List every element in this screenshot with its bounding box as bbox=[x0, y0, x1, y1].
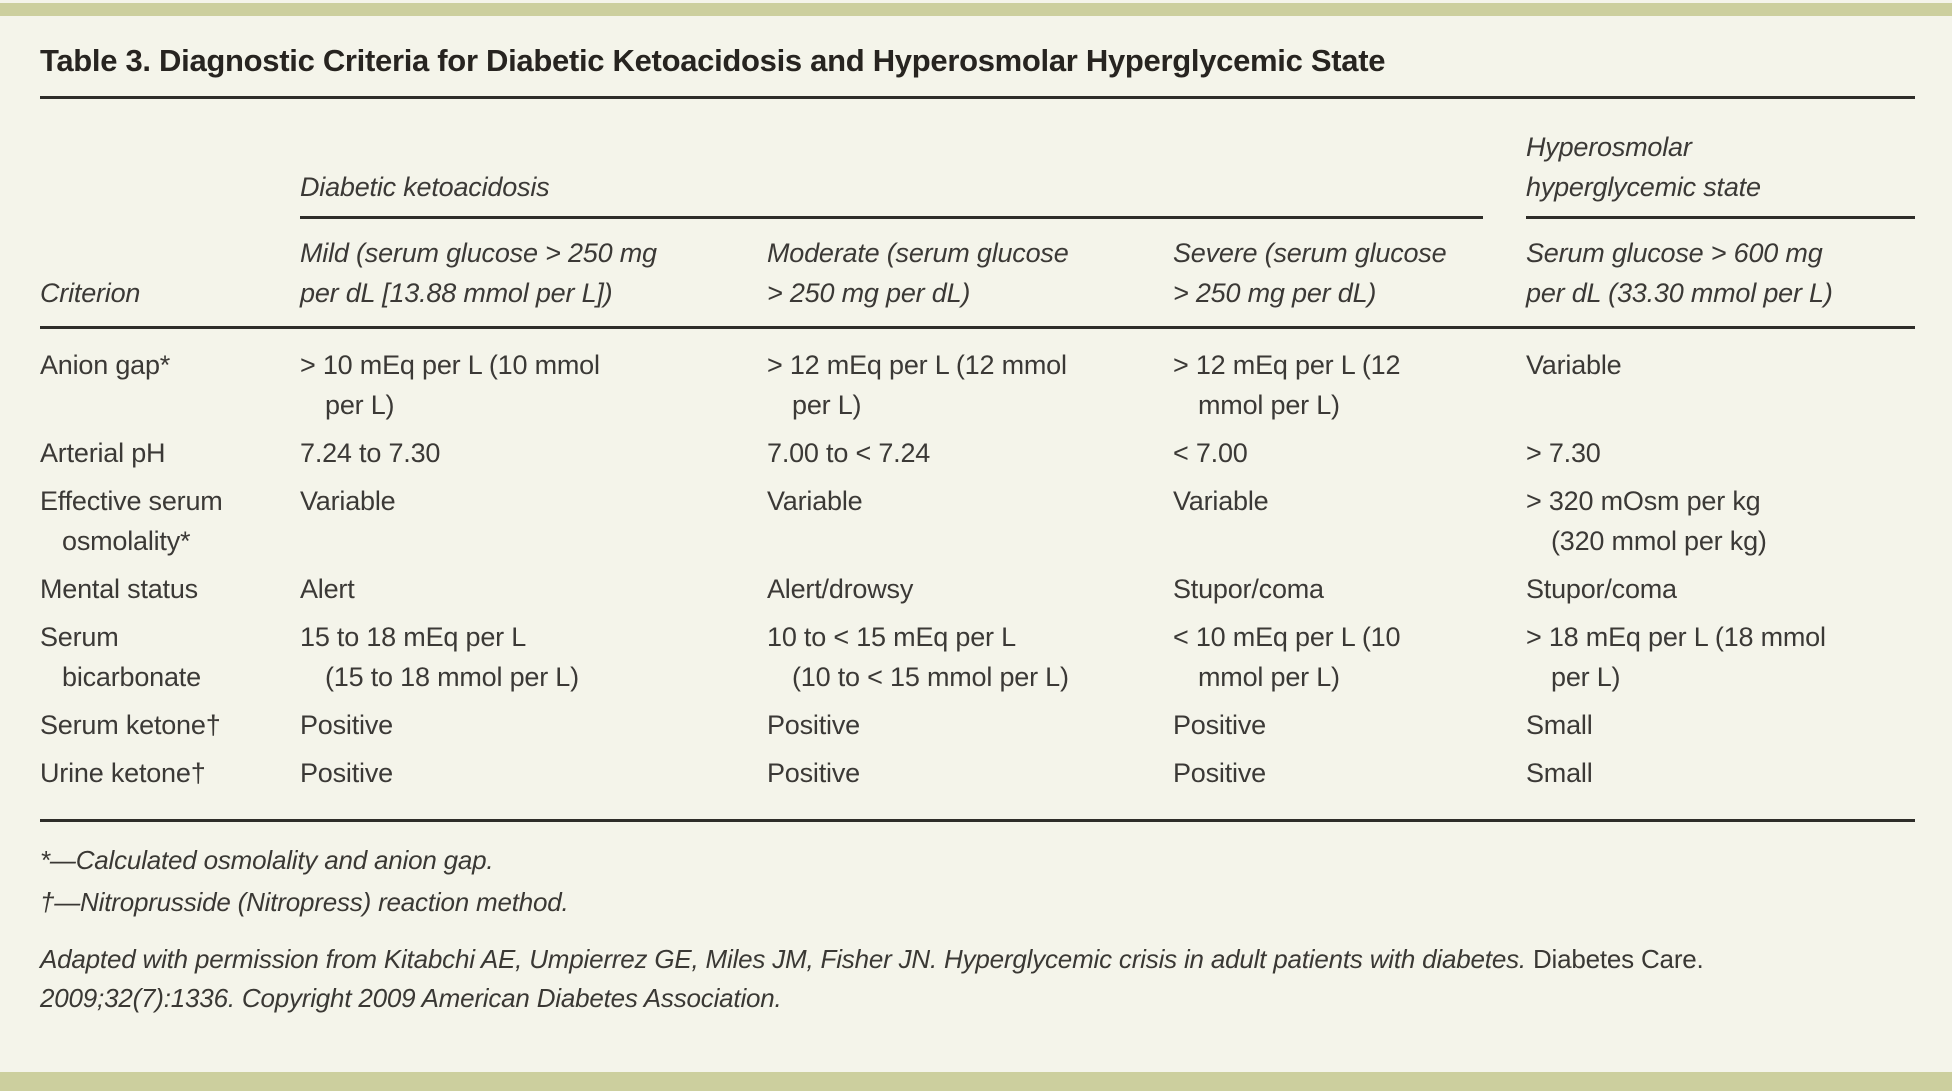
cell-mild: 7.24 to 7.30 bbox=[300, 438, 441, 469]
table-row-serum-bicarbonate: Serum bicarbonate 15 to 18 mEq per L (15… bbox=[40, 617, 1915, 697]
cell-hhs: > 7.30 bbox=[1526, 438, 1601, 469]
table-content: Table 3. Diagnostic Criteria for Diabeti… bbox=[40, 0, 1915, 1018]
footnote-asterisk: *—Calculated osmolality and anion gap. bbox=[40, 845, 494, 876]
cell-mild: Alert bbox=[300, 574, 355, 605]
col-header-criterion: Criterion bbox=[40, 278, 141, 309]
citation-journal-name: Diabetes Care. bbox=[1532, 944, 1704, 975]
cell-mild: 15 to 18 mEq per L (15 to 18 mmol per L) bbox=[300, 622, 579, 693]
cell-hhs: Small bbox=[1526, 710, 1593, 741]
cell-hhs: Variable bbox=[1526, 350, 1622, 381]
column-header-row: Criterion Mild (serum glucose > 250 mg p… bbox=[40, 219, 1915, 330]
row-label: Serum bicarbonate bbox=[40, 622, 201, 693]
title-divider bbox=[40, 96, 1915, 100]
footnotes: *—Calculated osmolality and anion gap. †… bbox=[40, 839, 1915, 923]
cell-severe: Positive bbox=[1173, 758, 1266, 789]
cell-severe: Positive bbox=[1173, 710, 1266, 741]
row-label: Urine ketone† bbox=[40, 758, 206, 789]
col-header-mild: Mild (serum glucose > 250 mg per dL [13.… bbox=[300, 238, 657, 309]
cell-hhs: > 320 mOsm per kg (320 mmol per kg) bbox=[1526, 486, 1767, 557]
cell-mild: Positive bbox=[300, 758, 393, 789]
cell-severe: < 10 mEq per L (10 mmol per L) bbox=[1173, 622, 1401, 693]
table-row-mental-status: Mental status Alert Alert/drowsy Stupor/… bbox=[40, 569, 1915, 609]
cell-severe: Stupor/coma bbox=[1173, 574, 1324, 605]
cell-hhs: Small bbox=[1526, 758, 1593, 789]
top-accent-band bbox=[0, 3, 1952, 16]
group-header-hhs: Hyperosmolar hyperglycemic state bbox=[1526, 99, 1915, 220]
page-title: Table 3. Diagnostic Criteria for Diabeti… bbox=[40, 43, 1386, 78]
group-header-spacer bbox=[40, 99, 300, 219]
table-row-anion-gap: Anion gap* > 10 mEq per L (10 mmol per L… bbox=[40, 345, 1915, 425]
cell-severe: > 12 mEq per L (12 mmol per L) bbox=[1173, 350, 1401, 421]
cell-moderate: Positive bbox=[767, 710, 860, 741]
row-label: Effective serum osmolality* bbox=[40, 486, 223, 557]
group-header-dka: Diabetic ketoacidosis bbox=[300, 99, 1483, 220]
cell-moderate: 10 to < 15 mEq per L (10 to < 15 mmol pe… bbox=[767, 622, 1069, 693]
cell-moderate: 7.00 to < 7.24 bbox=[767, 438, 931, 469]
col-header-moderate: Moderate (serum glucose > 250 mg per dL) bbox=[767, 238, 1069, 309]
table-bottom-divider bbox=[40, 819, 1915, 823]
cell-moderate: > 12 mEq per L (12 mmol per L) bbox=[767, 350, 1067, 421]
cell-hhs: Stupor/coma bbox=[1526, 574, 1677, 605]
col-header-severe: Severe (serum glucose > 250 mg per dL) bbox=[1173, 238, 1447, 309]
cell-moderate: Alert/drowsy bbox=[767, 574, 914, 605]
cell-severe: < 7.00 bbox=[1173, 438, 1248, 469]
row-label: Anion gap* bbox=[40, 350, 171, 381]
row-label: Serum ketone† bbox=[40, 710, 221, 741]
table-body: Anion gap* > 10 mEq per L (10 mmol per L… bbox=[40, 329, 1915, 793]
footnote-dagger: †—Nitroprusside (Nitropress) reaction me… bbox=[40, 887, 569, 918]
row-label: Arterial pH bbox=[40, 438, 166, 469]
cell-moderate: Positive bbox=[767, 758, 860, 789]
cell-mild: Variable bbox=[300, 486, 396, 517]
cell-hhs: > 18 mEq per L (18 mmol per L) bbox=[1526, 622, 1826, 693]
row-label: Mental status bbox=[40, 574, 198, 605]
table-row-effective-serum-osmolality: Effective serum osmolality* Variable Var… bbox=[40, 481, 1915, 561]
cell-mild: > 10 mEq per L (10 mmol per L) bbox=[300, 350, 600, 421]
table-row-serum-ketone: Serum ketone† Positive Positive Positive… bbox=[40, 705, 1915, 745]
citation-lead: Adapted with permission from Kitabchi AE… bbox=[40, 944, 1526, 975]
cell-mild: Positive bbox=[300, 710, 393, 741]
cell-severe: Variable bbox=[1173, 486, 1269, 517]
cell-moderate: Variable bbox=[767, 486, 863, 517]
group-header-row: Diabetic ketoacidosis Hyperosmolar hyper… bbox=[40, 99, 1915, 220]
citation-tail: 2009;32(7):1336. Copyright 2009 American… bbox=[40, 983, 782, 1014]
bottom-accent-band bbox=[0, 1072, 1952, 1091]
table-row-urine-ketone: Urine ketone† Positive Positive Positive… bbox=[40, 753, 1915, 793]
table-row-arterial-ph: Arterial pH 7.24 to 7.30 7.00 to < 7.24 … bbox=[40, 433, 1915, 473]
citation: Adapted with permission from Kitabchi AE… bbox=[40, 940, 1915, 1018]
col-header-hhs: Serum glucose > 600 mg per dL (33.30 mmo… bbox=[1526, 238, 1833, 309]
